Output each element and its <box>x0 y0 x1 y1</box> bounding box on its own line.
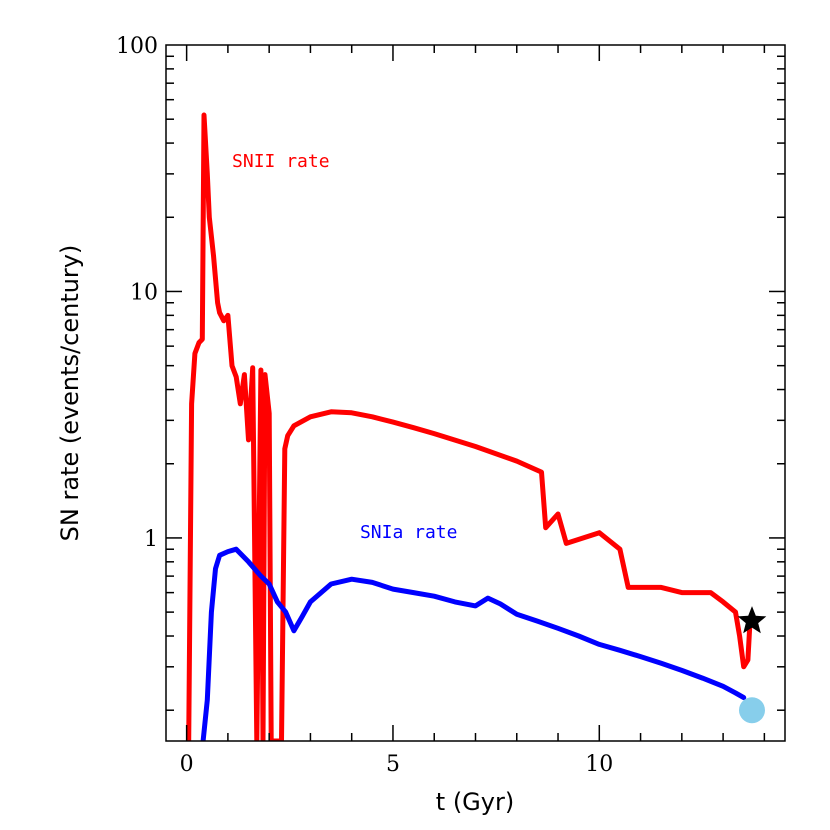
series-line-snii <box>186 112 753 741</box>
y-tick-label: 10 <box>130 280 158 305</box>
snii-label: SNII rate <box>232 151 330 172</box>
y-tick-label: 1 <box>144 527 158 552</box>
series-line-snia <box>200 546 747 741</box>
x-tick-label: 5 <box>386 752 400 777</box>
snia-label: SNIa rate <box>360 522 458 543</box>
marker-layer <box>737 606 767 724</box>
star-marker <box>737 606 767 634</box>
annotation-layer: SNII rate SNIa rate <box>232 151 457 543</box>
series-layer <box>186 112 753 741</box>
y-tick-label: 100 <box>116 34 158 59</box>
y-axis-title: SN rate (events/century) <box>56 245 84 542</box>
today-circle-marker <box>738 697 765 724</box>
tick-layer <box>166 45 785 741</box>
tick-label-layer: 0 5 10 1 10 100 <box>116 34 613 777</box>
x-axis-title: t (Gyr) <box>436 788 514 816</box>
x-tick-label: 10 <box>585 752 613 777</box>
x-tick-label: 0 <box>180 752 194 777</box>
